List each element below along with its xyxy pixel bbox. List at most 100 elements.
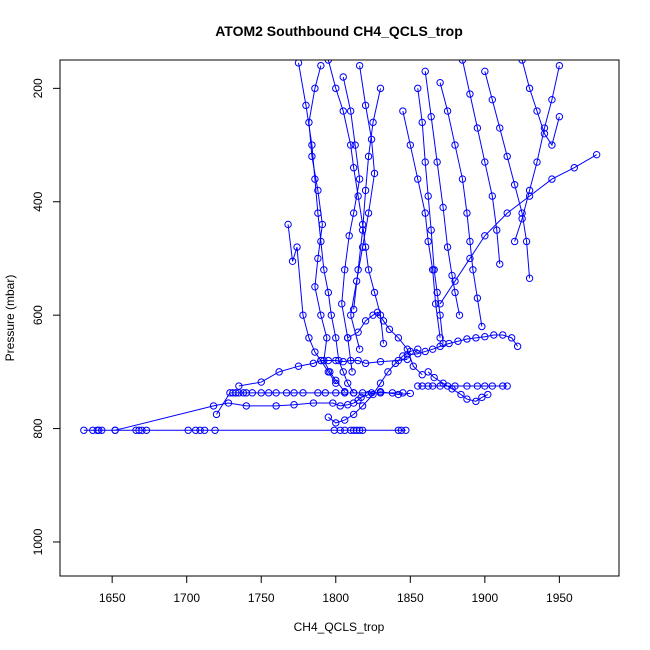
data-point (488, 382, 496, 390)
data-point (358, 226, 367, 234)
data-point (324, 356, 333, 365)
data-point (463, 382, 471, 390)
data-point (592, 150, 601, 159)
data-point (433, 288, 441, 297)
data-point (488, 192, 496, 200)
data-point (212, 410, 221, 419)
data-point (232, 389, 240, 397)
data-point (473, 382, 482, 390)
data-point (466, 90, 474, 98)
data-point (499, 331, 507, 339)
data-point (399, 107, 407, 115)
data-point (466, 254, 474, 263)
data-point (248, 389, 257, 397)
data-point (329, 399, 337, 407)
data-point (458, 60, 467, 64)
data-point (370, 288, 379, 297)
data-point (272, 389, 280, 397)
data-point (399, 389, 407, 397)
data-point (427, 113, 435, 121)
data-point (472, 397, 480, 406)
data-point (354, 328, 362, 336)
data-point (414, 175, 422, 183)
data-point (339, 73, 347, 81)
series-line-19 (484, 71, 531, 279)
data-point (299, 311, 307, 319)
data-point (196, 426, 204, 434)
data-point (355, 345, 364, 353)
data-point (402, 426, 410, 434)
data-point (436, 78, 444, 87)
data-point (481, 333, 489, 341)
data-point (80, 426, 88, 434)
data-point (513, 342, 522, 351)
data-point (349, 305, 358, 314)
data-point (191, 426, 200, 434)
series-line-21 (514, 65, 560, 242)
data-point (332, 376, 340, 385)
data-point (463, 209, 471, 217)
data-point (458, 175, 467, 183)
series-line-9 (341, 76, 361, 372)
data-point (518, 209, 526, 217)
data-point (242, 402, 251, 410)
series-line-18 (461, 60, 501, 265)
series-line-14 (402, 110, 441, 338)
data-point (418, 118, 426, 127)
y-tick-label: 400 (31, 191, 45, 211)
data-point (496, 124, 504, 132)
data-point (317, 311, 325, 319)
data-point (200, 426, 209, 434)
series-line-6 (308, 65, 346, 393)
series-line-22 (439, 154, 597, 305)
y-tick-label: 600 (31, 305, 45, 325)
data-point (324, 413, 333, 421)
series-line-20 (521, 60, 560, 147)
data-point (211, 426, 219, 434)
data-point (376, 84, 385, 93)
data-point (414, 382, 422, 390)
data-point (503, 382, 511, 390)
data-point (358, 402, 367, 410)
data-point (463, 335, 471, 343)
data-point (341, 388, 349, 396)
data-point (369, 118, 377, 127)
data-point (294, 362, 303, 370)
data-point (406, 141, 415, 149)
data-point (403, 345, 412, 353)
data-point (209, 402, 218, 410)
data-point (525, 192, 534, 200)
x-tick-label: 1850 (397, 591, 424, 605)
data-point (308, 141, 316, 149)
data-point (533, 158, 541, 166)
data-point (357, 393, 365, 402)
y-tick-label: 1000 (31, 528, 45, 555)
data-point (184, 426, 192, 434)
data-point (499, 382, 507, 390)
data-point (525, 274, 534, 283)
data-point (570, 164, 578, 172)
data-point (439, 203, 447, 212)
data-point (496, 260, 504, 268)
data-point (510, 237, 519, 246)
data-point (341, 416, 349, 424)
data-point (349, 389, 358, 397)
data-point (448, 385, 456, 393)
data-point (391, 359, 400, 368)
data-point (358, 389, 367, 397)
data-point (349, 209, 358, 217)
data-point (305, 334, 313, 342)
data-point (98, 426, 106, 434)
data-point (264, 389, 273, 397)
data-point (275, 368, 283, 376)
data-point (349, 164, 358, 172)
data-point (302, 101, 310, 110)
data-point (282, 389, 291, 397)
data-point (354, 356, 362, 365)
data-point (540, 130, 549, 138)
data-point (436, 311, 444, 319)
data-point (317, 356, 325, 365)
series-line-17 (439, 82, 483, 327)
data-point (324, 60, 333, 64)
data-point (339, 368, 347, 376)
